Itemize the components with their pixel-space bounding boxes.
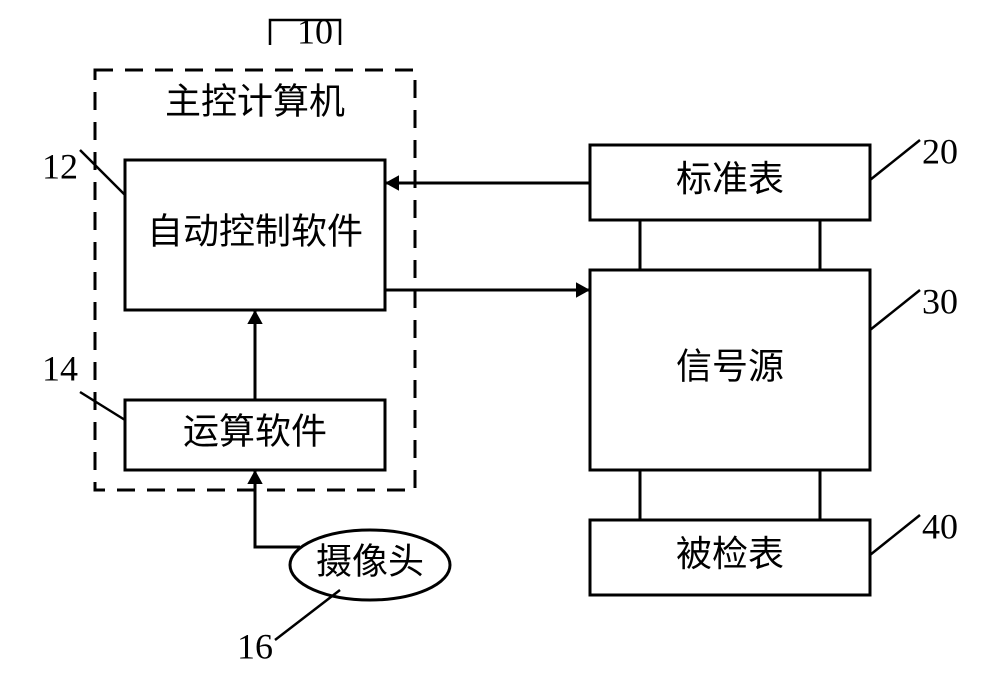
callout-lead-20 xyxy=(870,140,920,180)
callout-num-20: 20 xyxy=(922,131,958,171)
callout-lead-16 xyxy=(275,590,340,640)
calc-software-label: 运算软件 xyxy=(183,411,327,451)
callout-lead-40 xyxy=(870,515,920,555)
edge-camera-calc_sw-1 xyxy=(255,470,300,547)
auto-control-software-label: 自动控制软件 xyxy=(147,211,363,251)
signal-source-label: 信号源 xyxy=(676,346,784,386)
callout-num-40: 40 xyxy=(922,506,958,546)
host-computer-label: 主控计算机 xyxy=(165,81,345,121)
callout-lead-30 xyxy=(870,290,920,330)
callout-num-12: 12 xyxy=(42,146,78,186)
camera-label: 摄像头 xyxy=(316,541,424,581)
callout-num-10: 10 xyxy=(297,11,333,51)
callout-num-30: 30 xyxy=(922,281,958,321)
callout-lead-12 xyxy=(80,150,125,195)
callout-lead-14 xyxy=(80,392,125,420)
callout-num-14: 14 xyxy=(42,348,78,388)
callout-num-16: 16 xyxy=(237,626,273,666)
tested-meter-label: 被检表 xyxy=(676,534,784,574)
standard-meter-label: 标准表 xyxy=(676,159,784,199)
